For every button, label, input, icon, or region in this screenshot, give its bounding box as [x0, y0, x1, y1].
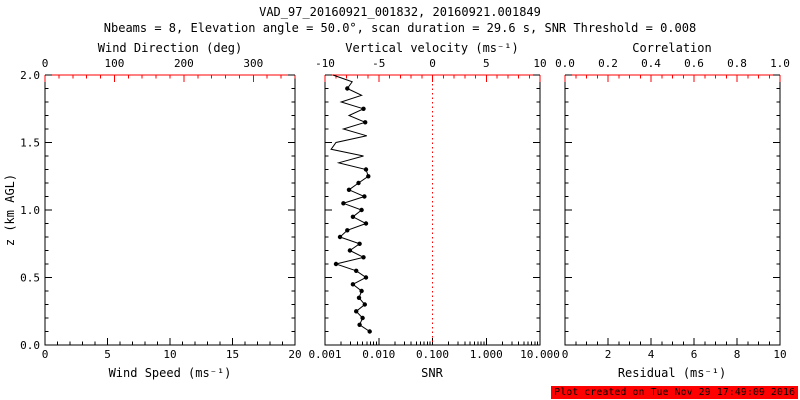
- top-axis: -10 -5 0 5 10: [315, 57, 547, 82]
- x-tick-label: 1.000: [470, 348, 503, 361]
- panel-residual-correlation: 0 2 4 6 8 10 0.0 0.2 0.4 0.6 0.8 1.0: [555, 57, 790, 361]
- data-point: [356, 180, 361, 186]
- top-axis: 0.0 0.2 0.4 0.6 0.8 1.0: [555, 57, 790, 82]
- data-point: [363, 120, 368, 125]
- top-tick-label: 0.4: [641, 57, 661, 70]
- wind-speed-axis-title: Wind Speed (ms⁻¹): [109, 366, 232, 380]
- x-tick-label: 8: [734, 348, 741, 361]
- top-tick-label: -10: [315, 57, 335, 70]
- data-point: [345, 228, 350, 233]
- vertical-velocity-axis-title: Vertical velocity (ms⁻¹): [345, 41, 518, 55]
- correlation-axis-title: Correlation: [632, 41, 711, 55]
- data-point: [350, 282, 356, 287]
- data-point: [360, 315, 365, 321]
- data-point: [354, 268, 359, 273]
- data-point: [363, 221, 369, 226]
- top-tick-label: 200: [174, 57, 194, 70]
- y-tick-label: 2.0: [20, 69, 40, 82]
- x-tick-label: 20: [288, 348, 301, 361]
- panel-box: [564, 75, 781, 346]
- x-tick-label: 10: [163, 348, 176, 361]
- x-axis: 0 5 10 15 20: [42, 338, 302, 361]
- y-axis: [325, 74, 540, 346]
- plot-subtitle: Nbeams = 8, Elevation angle = 50.0°, sca…: [104, 21, 696, 35]
- snr-profile-markers: [333, 86, 372, 334]
- data-point: [345, 86, 350, 91]
- panel-box: [44, 75, 296, 346]
- x-tick-label: 0.001: [308, 348, 341, 361]
- data-point: [347, 248, 353, 253]
- data-point: [354, 309, 359, 314]
- residual-axis-title: Residual (ms⁻¹): [618, 366, 726, 380]
- z-axis-title: z (km AGL): [3, 174, 17, 246]
- x-tick-label: 6: [691, 348, 698, 361]
- plot-created-stamp: Plot created on Tue Nov 29 17:49:09 2016: [551, 386, 798, 399]
- top-tick-label: 0.2: [598, 57, 618, 70]
- data-point: [363, 275, 369, 280]
- x-tick-label: 4: [648, 348, 655, 361]
- x-tick-label: 0: [562, 348, 569, 361]
- plot-title: VAD_97_20160921_001832, 20160921.001849: [259, 5, 541, 19]
- y-tick-label: 0.0: [20, 339, 40, 352]
- data-point: [363, 167, 369, 172]
- top-tick-label: -5: [372, 57, 385, 70]
- data-point: [361, 106, 366, 112]
- x-tick-label: 5: [104, 348, 111, 361]
- data-point: [357, 322, 362, 327]
- x-axis: 0 2 4 6 8 10: [562, 338, 787, 361]
- top-tick-label: 100: [105, 57, 125, 70]
- x-tick-label: 10.000: [520, 348, 560, 361]
- x-tick-label: 10: [773, 348, 786, 361]
- x-tick-label: 2: [605, 348, 612, 361]
- data-point: [357, 241, 362, 246]
- data-point: [361, 255, 366, 260]
- x-tick-label: 0.100: [416, 348, 449, 361]
- y-tick-label: 1.5: [20, 137, 40, 150]
- top-tick-label: 1.0: [770, 57, 790, 70]
- x-tick-label: 15: [226, 348, 239, 361]
- data-point: [359, 207, 364, 213]
- panel-snr-vertical-velocity: 0.001 0.010 0.100 1.000 10.000 -10 -5 0 5 10: [308, 57, 559, 361]
- data-point: [367, 329, 372, 334]
- data-point: [362, 302, 367, 307]
- x-tick-label: 0.010: [362, 348, 395, 361]
- top-tick-label: 0.6: [684, 57, 704, 70]
- snr-axis-title: SNR: [421, 366, 443, 380]
- y-axis: 0.0 0.5 1.0 1.5 2.0: [20, 69, 295, 352]
- data-point: [366, 174, 371, 179]
- y-axis: [565, 74, 780, 346]
- y-tick-label: 0.5: [20, 272, 40, 285]
- top-tick-label: 300: [243, 57, 263, 70]
- data-point: [346, 187, 352, 192]
- y-tick-label: 1.0: [20, 204, 40, 217]
- top-axis: 0 100 200 300: [42, 57, 296, 82]
- top-tick-label: 10: [533, 57, 546, 70]
- data-point: [341, 201, 346, 206]
- data-point: [359, 288, 364, 294]
- wind-direction-axis-title: Wind Direction (deg): [98, 41, 243, 55]
- top-tick-label: 0.0: [555, 57, 575, 70]
- data-point: [362, 194, 367, 199]
- top-tick-label: 5: [483, 57, 490, 70]
- top-tick-label: 0.8: [727, 57, 747, 70]
- x-tick-label: 0: [42, 348, 49, 361]
- snr-profile-line: [330, 74, 370, 332]
- data-point: [350, 214, 356, 219]
- data-point: [333, 261, 339, 267]
- data-point: [337, 234, 343, 240]
- x-axis: 0.001 0.010 0.100 1.000 10.000: [308, 338, 560, 361]
- data-point: [356, 295, 362, 300]
- top-tick-label: 0: [42, 57, 49, 70]
- top-tick-label: 0: [429, 57, 436, 70]
